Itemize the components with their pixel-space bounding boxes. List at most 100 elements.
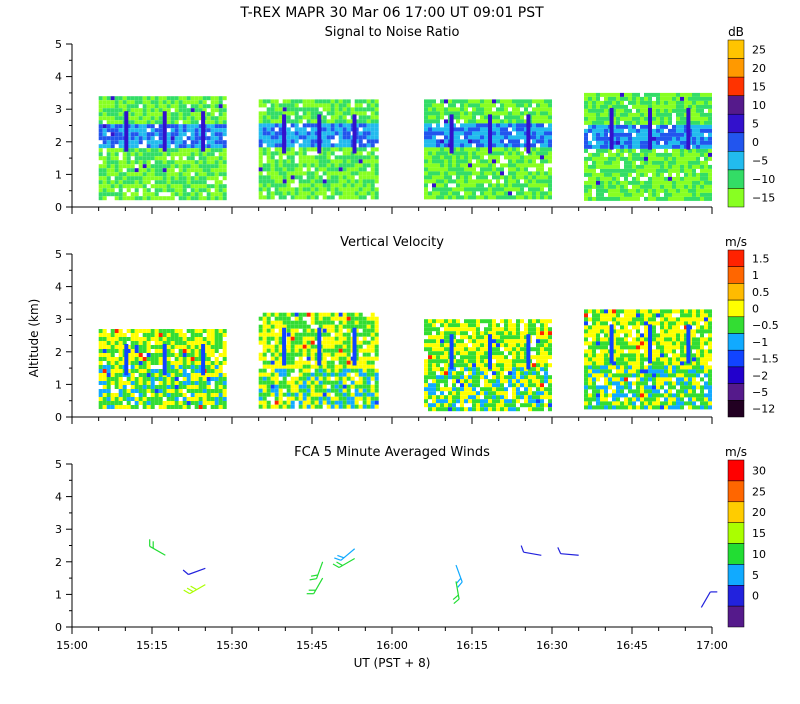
heat-cell xyxy=(464,143,468,147)
heat-cell xyxy=(211,108,215,112)
heat-cell xyxy=(704,145,708,149)
heat-cell xyxy=(516,147,520,151)
heat-cell xyxy=(147,361,151,365)
heat-cell xyxy=(139,369,143,373)
heat-cell xyxy=(444,351,448,355)
heat-cell xyxy=(484,331,488,335)
heat-cell xyxy=(299,373,303,377)
heat-cell xyxy=(656,197,660,201)
heat-cell xyxy=(484,403,488,407)
heat-cell xyxy=(171,353,175,357)
heat-cell xyxy=(363,349,367,353)
heat-cell xyxy=(299,317,303,321)
heat-cell xyxy=(167,152,171,156)
heat-cell xyxy=(492,111,496,115)
heat-cell xyxy=(215,172,219,176)
heat-cell xyxy=(460,139,464,143)
heat-cell xyxy=(588,93,592,97)
heat-cell xyxy=(115,381,119,385)
heat-cell xyxy=(155,160,159,164)
heat-cell xyxy=(303,127,307,131)
heat-cell xyxy=(271,163,275,167)
heat-cell xyxy=(428,123,432,127)
heat-cell xyxy=(175,377,179,381)
heat-cell xyxy=(259,139,263,143)
heat-cell xyxy=(203,405,207,409)
heat-cell xyxy=(143,96,147,100)
heat-cell xyxy=(536,111,540,115)
heat-cell xyxy=(504,379,508,383)
heat-cell xyxy=(660,97,664,101)
heat-cell xyxy=(135,377,139,381)
heat-cell xyxy=(500,131,504,135)
heat-cell xyxy=(432,135,436,139)
heat-cell xyxy=(620,137,624,141)
heat-cell xyxy=(371,175,375,179)
heat-cell xyxy=(215,124,219,128)
heat-cell xyxy=(620,185,624,189)
heat-cell xyxy=(363,389,367,393)
heat-cell xyxy=(155,168,159,172)
heat-cell xyxy=(363,187,367,191)
heat-cell xyxy=(187,329,191,333)
heat-cell xyxy=(99,116,103,120)
heat-cell xyxy=(512,111,516,115)
heat-cell xyxy=(520,103,524,107)
heat-cell xyxy=(123,381,127,385)
heat-cell xyxy=(532,355,536,359)
heat-cell xyxy=(532,327,536,331)
heat-cell xyxy=(187,196,191,200)
heat-cell xyxy=(359,195,363,199)
heat-cell xyxy=(548,331,552,335)
heat-cell xyxy=(367,357,371,361)
heat-cell xyxy=(536,383,540,387)
heat-cell xyxy=(464,335,468,339)
heat-cell xyxy=(616,97,620,101)
heat-cell xyxy=(436,399,440,403)
heat-cell xyxy=(219,369,223,373)
heat-cell xyxy=(215,397,219,401)
heat-cell xyxy=(436,355,440,359)
heat-cell xyxy=(512,375,516,379)
heat-cell xyxy=(311,317,315,321)
heat-cell xyxy=(195,337,199,341)
heat-cell xyxy=(335,369,339,373)
heat-cell xyxy=(544,107,548,111)
heat-cell xyxy=(456,147,460,151)
heat-cell xyxy=(660,157,664,161)
heat-cell xyxy=(468,123,472,127)
heat-cell xyxy=(504,175,508,179)
heat-cell xyxy=(476,347,480,351)
heat-cell xyxy=(480,123,484,127)
heat-cell xyxy=(436,147,440,151)
heat-cell xyxy=(680,125,684,129)
heat-cell xyxy=(299,147,303,151)
heat-cell xyxy=(524,391,528,395)
heat-cell xyxy=(223,112,227,116)
heat-cell xyxy=(155,180,159,184)
heat-cell xyxy=(516,391,520,395)
heat-cell xyxy=(660,129,664,133)
heat-cell xyxy=(624,309,628,313)
heat-cell xyxy=(548,155,552,159)
heat-cell xyxy=(275,337,279,341)
heat-cell xyxy=(139,152,143,156)
heat-cell xyxy=(299,333,303,337)
heat-cell xyxy=(135,96,139,100)
heat-cell xyxy=(131,192,135,196)
heat-cell xyxy=(203,337,207,341)
heat-cell xyxy=(696,121,700,125)
heat-cell xyxy=(179,373,183,377)
heat-cell xyxy=(367,397,371,401)
heat-cell xyxy=(191,116,195,120)
heat-cell xyxy=(347,337,351,341)
heat-cell xyxy=(460,327,464,331)
heat-cell xyxy=(648,189,652,193)
heat-cell xyxy=(267,107,271,111)
heat-cell xyxy=(664,177,668,181)
heat-cell xyxy=(588,189,592,193)
heat-cell xyxy=(371,365,375,369)
heat-cell xyxy=(512,139,516,143)
heat-cell xyxy=(692,153,696,157)
heat-cell xyxy=(211,156,215,160)
